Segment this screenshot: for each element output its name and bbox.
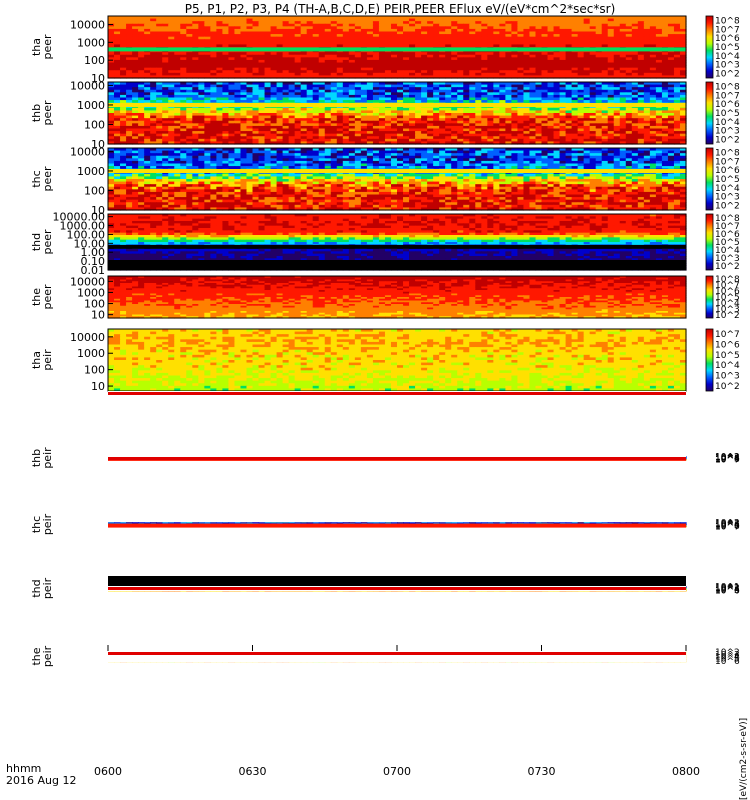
colorbar-tick-label: 10^2: [715, 70, 740, 80]
panel-0: 10100100010000thapeer10^210^310^410^510^…: [30, 16, 740, 85]
heatmap-cells: [108, 16, 687, 79]
colorbar-tick-label: 10^6: [715, 34, 740, 44]
colorbar-tick-label: 10^4: [715, 52, 740, 62]
energy-band-line: [108, 47, 686, 51]
colorbar: [706, 16, 713, 78]
colorbar-tick-label: 10^3: [715, 61, 740, 71]
y-axis-label-line: peer: [41, 34, 54, 60]
y-tick-label: 100: [84, 54, 105, 67]
heatmap-cells: [108, 82, 687, 145]
y-tick-label: 10000: [70, 19, 105, 32]
colorbar-tick-label: 10^5: [715, 43, 740, 53]
plot-figure: P5, P1, P2, P3, P4 (TH-A,B,C,D,E) PEIR,P…: [0, 0, 750, 800]
plot-canvas: P5, P1, P2, P3, P4 (TH-A,B,C,D,E) PEIR,P…: [0, 0, 750, 800]
colorbar-tick-label: 10^7: [715, 25, 740, 35]
y-tick-label: 1000: [77, 36, 105, 49]
figure-title: P5, P1, P2, P3, P4 (TH-A,B,C,D,E) PEIR,P…: [185, 2, 616, 16]
colorbar-tick-label: 10^8: [715, 16, 740, 26]
panel-1: 10100100010000thbpeer10^210^310^410^510^…: [30, 79, 740, 151]
